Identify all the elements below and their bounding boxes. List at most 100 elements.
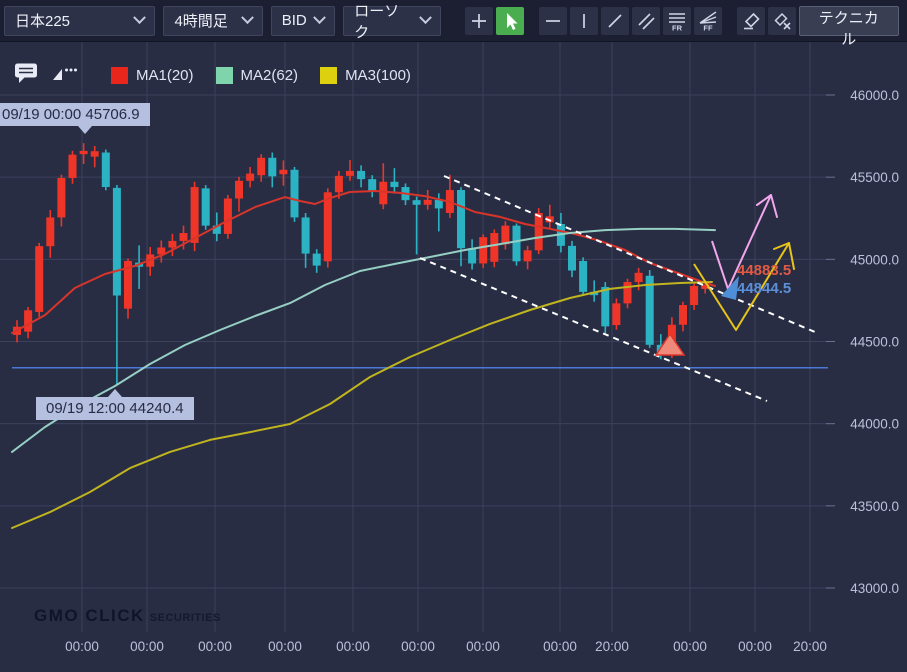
symbol-select-value: 日本225: [15, 13, 71, 30]
x-axis-label: 00:00: [268, 639, 302, 654]
vertical-line-tool-button[interactable]: [569, 6, 598, 35]
price-tag-bid: 44844.5: [737, 280, 792, 297]
candle-body: [457, 189, 465, 249]
horizontal-line-tool-button[interactable]: [538, 6, 567, 35]
fibonacci-fan-icon: FF: [697, 10, 719, 32]
x-axis-label: 00:00: [198, 639, 232, 654]
x-axis-label: 00:00: [65, 639, 99, 654]
x-axis-label: 20:00: [793, 639, 827, 654]
y-axis-label: 43000.0: [850, 581, 899, 596]
symbol-select[interactable]: 日本225: [4, 5, 156, 36]
chevron-down-icon: [133, 11, 147, 25]
trend-channel-line[interactable]: [443, 175, 816, 333]
technical-settings-button[interactable]: テクニカル: [798, 5, 899, 48]
candle-body: [545, 216, 554, 223]
parallel-lines-tool-button[interactable]: [631, 6, 660, 35]
candle-body: [601, 286, 610, 327]
eraser-tool-button[interactable]: [736, 6, 765, 35]
comment-icon[interactable]: [14, 62, 39, 89]
candle-body: [201, 188, 210, 226]
price-side-select[interactable]: BID: [270, 5, 336, 36]
x-axis-label: 00:00: [673, 639, 707, 654]
candle-body: [35, 246, 44, 312]
candle-body: [268, 157, 277, 177]
gmo-click-logo: GMO CLICK SECURITIES: [34, 606, 221, 626]
timeframe-select-value: 4時間足: [174, 13, 228, 30]
ma1-color-swatch: [111, 67, 128, 84]
projection-arrow-2[interactable]: [693, 242, 790, 331]
candle-body: [79, 150, 88, 155]
legend-item-ma2[interactable]: MA2(62): [215, 67, 298, 84]
candle-body: [124, 260, 132, 309]
candle-body: [490, 233, 499, 262]
candle-body: [379, 181, 388, 205]
chevron-down-icon: [240, 11, 254, 25]
candle-body: [301, 217, 310, 254]
candle-body: [412, 200, 421, 205]
candle-body: [323, 192, 332, 262]
x-axis-label: 00:00: [738, 639, 772, 654]
fibonacci-fan-tool-button[interactable]: FF: [693, 6, 722, 35]
cursor-tool-button[interactable]: [495, 6, 524, 35]
candle-body: [24, 310, 33, 332]
continuous-draw-icon[interactable]: [51, 65, 77, 87]
candle-body: [279, 169, 288, 175]
candle-body: [257, 157, 266, 176]
horizontal-line-icon: [543, 11, 563, 31]
candle-body: [523, 250, 532, 262]
candle-body: [112, 187, 121, 296]
candle-body: [423, 199, 432, 205]
price-tag-upper: 44883.5: [737, 262, 792, 279]
x-axis-label: 00:00: [401, 639, 435, 654]
legend-item-ma1[interactable]: MA1(20): [111, 67, 194, 84]
ma-line-1: [11, 190, 716, 334]
legend-item-ma3[interactable]: MA3(100): [320, 67, 411, 84]
low-point-tooltip: 09/19 12:00 44240.4: [36, 389, 194, 420]
x-axis-label: 20:00: [595, 639, 629, 654]
candle-body: [246, 173, 255, 181]
candle-body: [468, 248, 477, 264]
ma3-color-swatch: [320, 67, 338, 84]
candle-body: [434, 199, 443, 209]
arrowhead-barb: [770, 194, 778, 218]
candle-body: [390, 181, 399, 188]
eraser-all-icon: [772, 11, 792, 31]
candle-body: [312, 253, 321, 266]
crosshair-tool-button[interactable]: [464, 6, 493, 35]
y-axis-label: 43500.0: [850, 499, 899, 514]
eraser-all-tool-button[interactable]: [767, 6, 796, 35]
timeframe-select[interactable]: 4時間足: [163, 5, 263, 36]
candle-body: [57, 177, 66, 218]
candle-body: [612, 303, 621, 326]
candle-body: [68, 154, 77, 178]
candle-body: [90, 151, 99, 157]
eraser-icon: [741, 11, 761, 31]
candle-body: [190, 187, 199, 243]
trend-line-tool-button[interactable]: [600, 6, 629, 35]
arrowhead-barb: [756, 194, 772, 206]
price-side-select-value: BID: [281, 12, 307, 29]
logo-brand-text: GMO CLICK: [34, 606, 145, 625]
x-axis-label: 00:00: [336, 639, 370, 654]
fibonacci-retracement-icon: FR: [666, 10, 688, 32]
candle-body: [479, 237, 488, 264]
current-price-pointer-icon: [721, 276, 739, 300]
y-axis-label: 44000.0: [850, 417, 899, 432]
fibonacci-retracement-tool-button[interactable]: FR: [662, 6, 691, 35]
candle-body: [679, 305, 687, 325]
svg-text:FR: FR: [672, 23, 683, 32]
candle-body: [334, 175, 343, 193]
buy-signal-triangle-icon: [654, 332, 686, 356]
candle-body: [179, 233, 188, 241]
vertical-line-icon: [574, 11, 594, 31]
trend-channel-line[interactable]: [419, 257, 768, 402]
candle-body: [368, 179, 377, 192]
chart-legend: MA1(20) MA2(62) MA3(100): [14, 62, 411, 89]
chart-type-select[interactable]: ローソク: [343, 3, 441, 41]
ma1-label: MA1(20): [136, 67, 194, 84]
candle-body: [534, 212, 543, 251]
candle-body: [645, 275, 654, 345]
candle-body: [512, 225, 521, 262]
candle-body: [157, 247, 166, 255]
